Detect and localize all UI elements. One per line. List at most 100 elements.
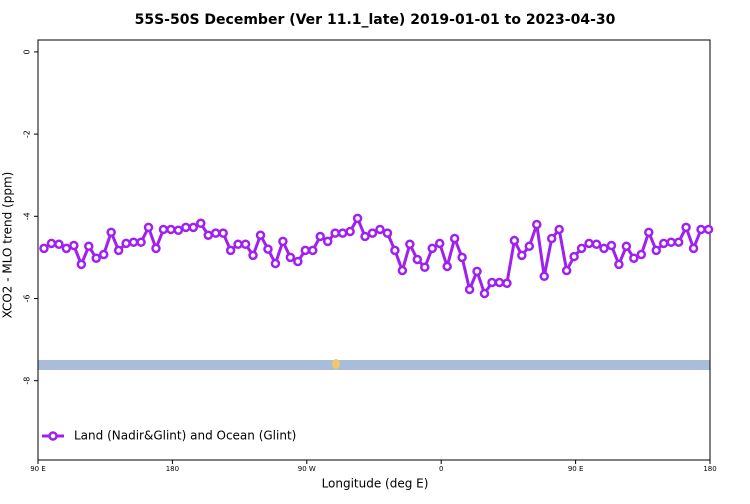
data-point (225, 245, 236, 256)
data-point (539, 271, 549, 282)
data-point (487, 277, 497, 288)
data-point (255, 230, 266, 240)
data-point (554, 224, 564, 235)
data-point (158, 224, 169, 235)
data-point (576, 243, 587, 254)
data-point (352, 213, 363, 224)
data-point (405, 239, 415, 249)
data-point (397, 265, 408, 276)
x-tick-label: 180 (166, 465, 179, 473)
data-point (188, 222, 199, 233)
data-point (629, 253, 639, 263)
plot-frame (37, 39, 711, 461)
data-point (375, 224, 385, 235)
data-point (427, 243, 437, 254)
y-tick-label: -2 (23, 130, 32, 138)
data-point (196, 218, 206, 229)
data-point (233, 239, 243, 249)
data-point (621, 241, 632, 252)
data-point (524, 241, 535, 252)
data-point (517, 250, 527, 261)
data-point (151, 243, 161, 254)
data-point (457, 252, 467, 263)
data-point (651, 245, 661, 256)
x-tick-label: 0 (439, 465, 443, 473)
legend-marker (48, 431, 58, 441)
data-point (688, 243, 699, 254)
data-point (218, 228, 228, 238)
x-tick-label: 90 E (30, 465, 46, 473)
data-point (412, 254, 423, 265)
data-point (442, 261, 452, 272)
data-point (681, 222, 691, 233)
data-point (434, 238, 445, 249)
data-point (143, 222, 154, 233)
data-point (449, 233, 460, 244)
data-point (360, 231, 370, 242)
data-point (270, 258, 281, 269)
x-tick-label: 90 W (298, 465, 316, 473)
data-point (263, 244, 273, 254)
data-point (532, 219, 542, 230)
data-point (278, 236, 288, 247)
data-point (509, 235, 520, 246)
y-tick-label: 0 (23, 49, 32, 54)
data-point (546, 233, 557, 244)
data-point (561, 265, 572, 276)
data-point (390, 245, 400, 256)
data-point (210, 228, 221, 238)
data-point (173, 225, 184, 236)
data-point (76, 259, 87, 270)
data-point (285, 252, 296, 263)
data-point (658, 238, 669, 249)
data-point (128, 237, 139, 247)
data-point (61, 243, 72, 254)
data-point (599, 243, 609, 254)
land-patch (332, 359, 340, 369)
data-point (666, 237, 676, 247)
y-tick-label: -4 (23, 212, 32, 220)
data-point (636, 249, 647, 260)
data-point (248, 250, 258, 261)
data-point (203, 230, 213, 240)
y-axis-label: XCO2 - MLO trend (ppm) (1, 172, 15, 319)
data-point (106, 227, 116, 238)
x-tick-label: 90 E (568, 465, 584, 473)
data-point (39, 243, 49, 254)
y-tick-label: -6 (23, 295, 32, 303)
data-point (69, 240, 79, 251)
data-point (382, 228, 393, 238)
data-point (166, 224, 176, 235)
y-tick-label: -8 (23, 377, 32, 385)
data-point (337, 228, 348, 238)
legend-label: Land (Nadir&Glint) and Ocean (Glint) (74, 429, 296, 443)
data-point (315, 231, 325, 242)
data-point (614, 259, 624, 270)
data-point (84, 241, 94, 252)
data-point (46, 238, 57, 249)
data-point (644, 227, 654, 238)
data-point (121, 238, 131, 249)
land-ocean-strip (38, 360, 710, 370)
chart-title: 55S-50S December (Ver 11.1_late) 2019-01… (135, 12, 616, 28)
data-point (181, 222, 191, 233)
data-point (367, 228, 378, 238)
data-point (591, 239, 602, 249)
data-point (322, 236, 333, 247)
data-point (136, 237, 146, 247)
data-point (300, 245, 311, 256)
data-point (308, 245, 318, 256)
data-point (98, 249, 109, 260)
data-point (330, 228, 340, 238)
x-tick-label: 180 (703, 465, 716, 473)
data-point (673, 237, 684, 247)
data-point (479, 288, 490, 299)
data-point (240, 239, 251, 249)
data-point (502, 278, 512, 289)
data-point (420, 262, 430, 273)
data-point (113, 245, 124, 256)
data-point (472, 266, 482, 277)
x-axis-label: Longitude (deg E) (322, 477, 429, 491)
data-point (584, 238, 594, 249)
